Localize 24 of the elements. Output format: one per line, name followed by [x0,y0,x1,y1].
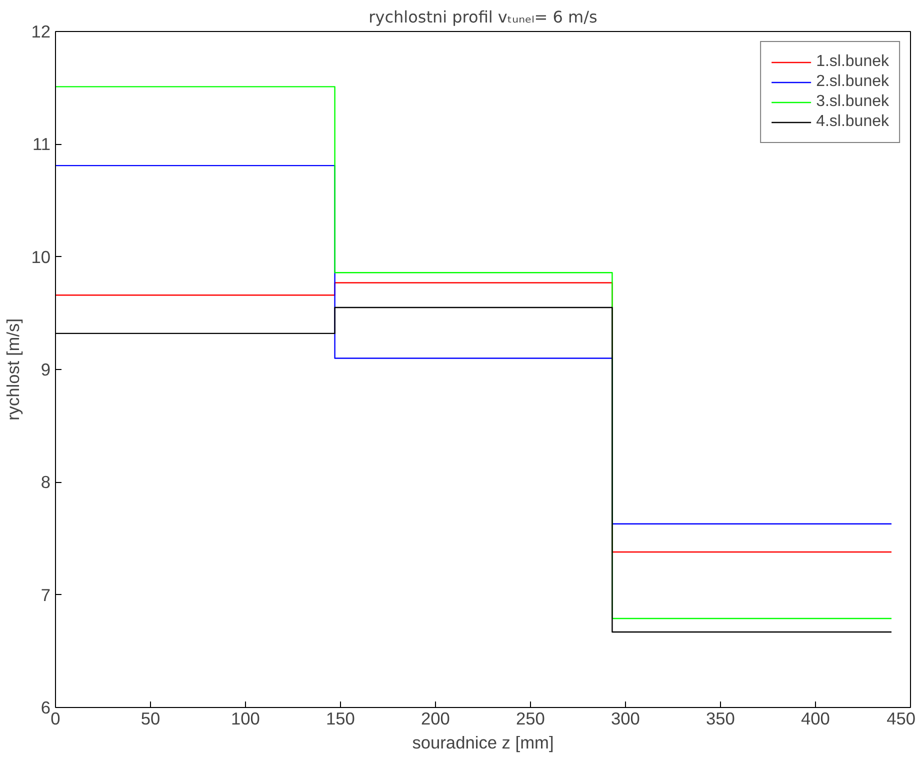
y-tick-label: 11 [32,134,51,154]
y-axis-title: rychlost [m/s] [3,318,24,421]
y-tick-label: 9 [40,360,51,380]
x-tick-label: 250 [516,708,545,728]
y-tick-label: 10 [31,246,51,267]
x-tick-label: 200 [421,708,450,728]
legend-label: 4.sl.bunek [816,113,889,131]
x-tick-label: 150 [326,708,355,728]
y-tick-label: 8 [40,472,51,492]
y-tick-label: 7 [40,584,51,605]
x-axis-title: souradnice z [mm] [412,732,554,752]
x-tick-label: 100 [231,708,260,728]
x-tick-label: 0 [50,708,60,728]
x-tick-label: 350 [706,708,735,728]
x-tick-label: 50 [140,708,160,728]
y-tick-label: 12 [31,22,51,42]
legend-label: 2.sl.bunek [816,73,889,91]
chart-title: rychlostni profil vₜᵤₙₑₗ= 6 m/s [368,8,598,26]
legend-label: 1.sl.bunek [816,53,889,71]
legend-label: 3.sl.bunek [816,93,889,111]
x-tick-label: 450 [886,708,916,728]
x-tick-label: 400 [801,708,830,728]
y-tick-label: 6 [40,698,51,718]
x-tick-label: 300 [611,708,640,728]
